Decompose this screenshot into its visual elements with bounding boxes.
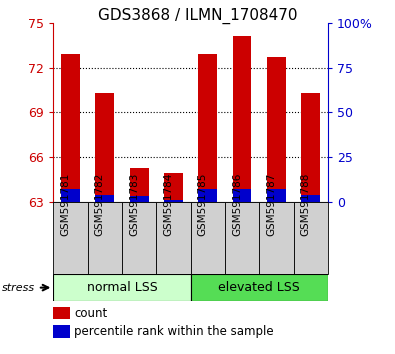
- Bar: [301, 93, 320, 202]
- Bar: [164, 200, 183, 202]
- Bar: [156, 202, 190, 274]
- Bar: [53, 202, 88, 274]
- Bar: [225, 202, 259, 274]
- Bar: [53, 325, 70, 338]
- Bar: [95, 195, 114, 202]
- Text: percentile rank within the sample: percentile rank within the sample: [74, 325, 274, 338]
- Bar: [130, 196, 149, 202]
- Bar: [267, 57, 286, 202]
- Text: GSM591784: GSM591784: [164, 172, 173, 236]
- Bar: [259, 202, 293, 274]
- Bar: [267, 189, 286, 202]
- Bar: [61, 189, 80, 202]
- Text: count: count: [74, 307, 107, 320]
- Bar: [190, 274, 328, 301]
- Text: GDS3868 / ILMN_1708470: GDS3868 / ILMN_1708470: [98, 8, 297, 24]
- Bar: [233, 36, 252, 202]
- Bar: [198, 54, 217, 202]
- Bar: [164, 173, 183, 202]
- Bar: [61, 54, 80, 202]
- Text: GSM591785: GSM591785: [198, 172, 208, 236]
- Bar: [122, 202, 156, 274]
- Bar: [301, 195, 320, 202]
- Bar: [88, 202, 122, 274]
- Text: GSM591786: GSM591786: [232, 172, 242, 236]
- Text: GSM591788: GSM591788: [301, 172, 311, 236]
- Bar: [53, 307, 70, 319]
- Text: GSM591781: GSM591781: [60, 172, 70, 236]
- Bar: [53, 274, 190, 301]
- Bar: [198, 189, 217, 202]
- Bar: [233, 189, 252, 202]
- Bar: [95, 93, 114, 202]
- Text: GSM591787: GSM591787: [266, 172, 276, 236]
- Text: GSM591782: GSM591782: [95, 172, 105, 236]
- Bar: [190, 202, 225, 274]
- Text: stress: stress: [2, 282, 35, 293]
- Text: normal LSS: normal LSS: [87, 281, 157, 294]
- Bar: [130, 167, 149, 202]
- Bar: [293, 202, 328, 274]
- Text: elevated LSS: elevated LSS: [218, 281, 300, 294]
- Text: GSM591783: GSM591783: [129, 172, 139, 236]
